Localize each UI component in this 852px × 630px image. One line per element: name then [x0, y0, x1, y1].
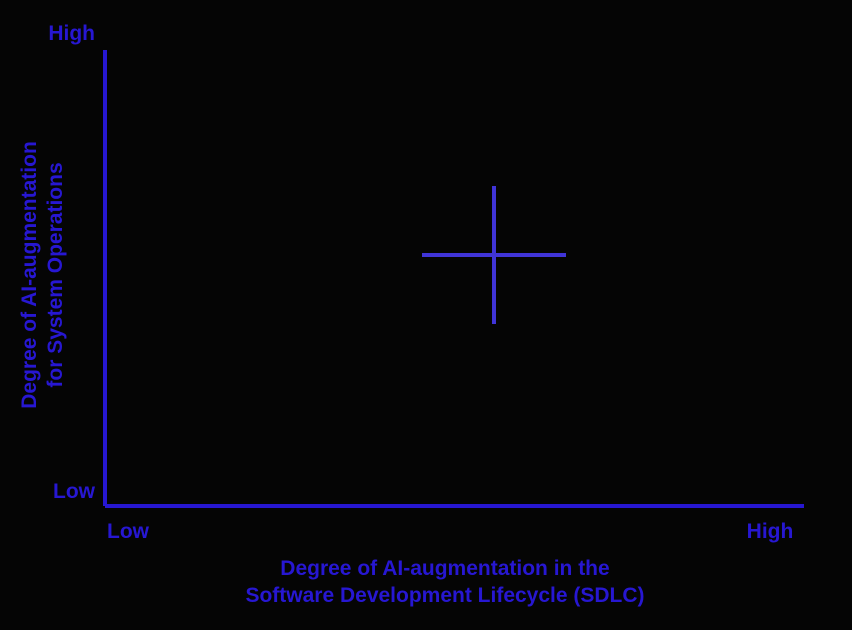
y-axis-title-line2: for System Operations	[44, 162, 67, 387]
y-axis-low-label: Low	[53, 480, 96, 503]
quadrant-chart: Low High Degree of AI-augmentation in th…	[0, 0, 852, 630]
y-axis-high-label: High	[48, 22, 95, 45]
y-axis-title-line1: Degree of AI-augmentation	[18, 141, 41, 409]
x-axis-low-label: Low	[107, 520, 150, 543]
x-axis-title-line1: Degree of AI-augmentation in the	[280, 557, 609, 580]
x-axis-high-label: High	[747, 520, 794, 543]
x-axis-title-line2: Software Development Lifecycle (SDLC)	[245, 584, 644, 607]
